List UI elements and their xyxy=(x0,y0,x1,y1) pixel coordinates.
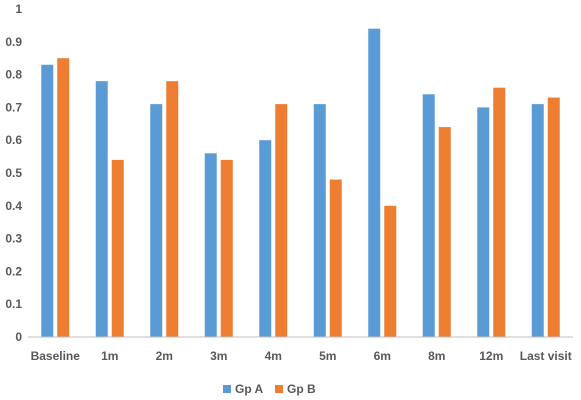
x-category-label: 1m xyxy=(101,349,118,363)
y-tick-label: 0.5 xyxy=(5,166,22,180)
x-category-label: 12m xyxy=(479,349,503,363)
y-tick-label: 0.2 xyxy=(5,264,22,278)
x-category-label: 6m xyxy=(374,349,391,363)
bar-gp-b-2m xyxy=(166,81,179,337)
bar-gp-a-12m xyxy=(477,107,490,338)
y-tick-label: 0.4 xyxy=(5,199,22,213)
bar-gp-b-12m xyxy=(493,87,506,337)
legend-label: Gp B xyxy=(287,382,316,396)
bar-gp-a-last-visit xyxy=(531,104,544,338)
bar-gp-a-6m xyxy=(368,28,381,338)
bar-gp-b-last-visit xyxy=(547,97,560,337)
y-axis-ticks: 0 0.1 0.2 0.3 0.4 0.5 0.6 0.7 0.8 0.9 1 xyxy=(5,2,22,344)
x-category-label: Last visit xyxy=(520,349,572,363)
bar-gp-b-5m xyxy=(329,179,342,337)
bar-gp-a-8m xyxy=(422,94,435,337)
bar-gp-b-baseline xyxy=(57,58,70,337)
bar-gp-a-baseline xyxy=(41,64,54,337)
y-tick-label: 0.1 xyxy=(5,297,22,311)
legend-swatch xyxy=(223,385,231,393)
x-category-label: 4m xyxy=(265,349,282,363)
bar-gp-a-4m xyxy=(259,140,272,337)
x-category-label: 2m xyxy=(156,349,173,363)
bar-gp-b-8m xyxy=(438,127,451,337)
bar-gp-a-2m xyxy=(150,104,163,338)
y-tick-label: 0.3 xyxy=(5,232,22,246)
bars xyxy=(41,28,560,338)
x-category-label: 3m xyxy=(210,349,227,363)
bar-gp-a-1m xyxy=(95,81,108,337)
y-tick-label: 0.9 xyxy=(5,35,22,49)
x-category-label: 8m xyxy=(428,349,445,363)
x-category-label: 5m xyxy=(319,349,336,363)
y-tick-label: 0.6 xyxy=(5,133,22,147)
bar-gp-a-5m xyxy=(313,104,326,338)
y-tick-label: 1 xyxy=(15,2,22,16)
bar-gp-b-4m xyxy=(275,104,288,338)
bar-gp-b-6m xyxy=(384,205,397,337)
x-category-label: Baseline xyxy=(31,349,81,363)
x-axis-labels: Baseline 1m 2m 3m 4m 5m 6m 8m 12m Last visit xyxy=(31,349,572,363)
y-tick-label: 0 xyxy=(15,330,22,344)
legend-label: Gp A xyxy=(235,382,264,396)
y-tick-label: 0.8 xyxy=(5,68,22,82)
bar-gp-b-3m xyxy=(220,159,233,337)
legend-swatch xyxy=(275,385,283,393)
legend: Gp A Gp B xyxy=(223,382,316,396)
bar-gp-a-3m xyxy=(204,153,217,337)
bar-gp-b-1m xyxy=(111,159,124,337)
y-tick-label: 0.7 xyxy=(5,100,22,114)
